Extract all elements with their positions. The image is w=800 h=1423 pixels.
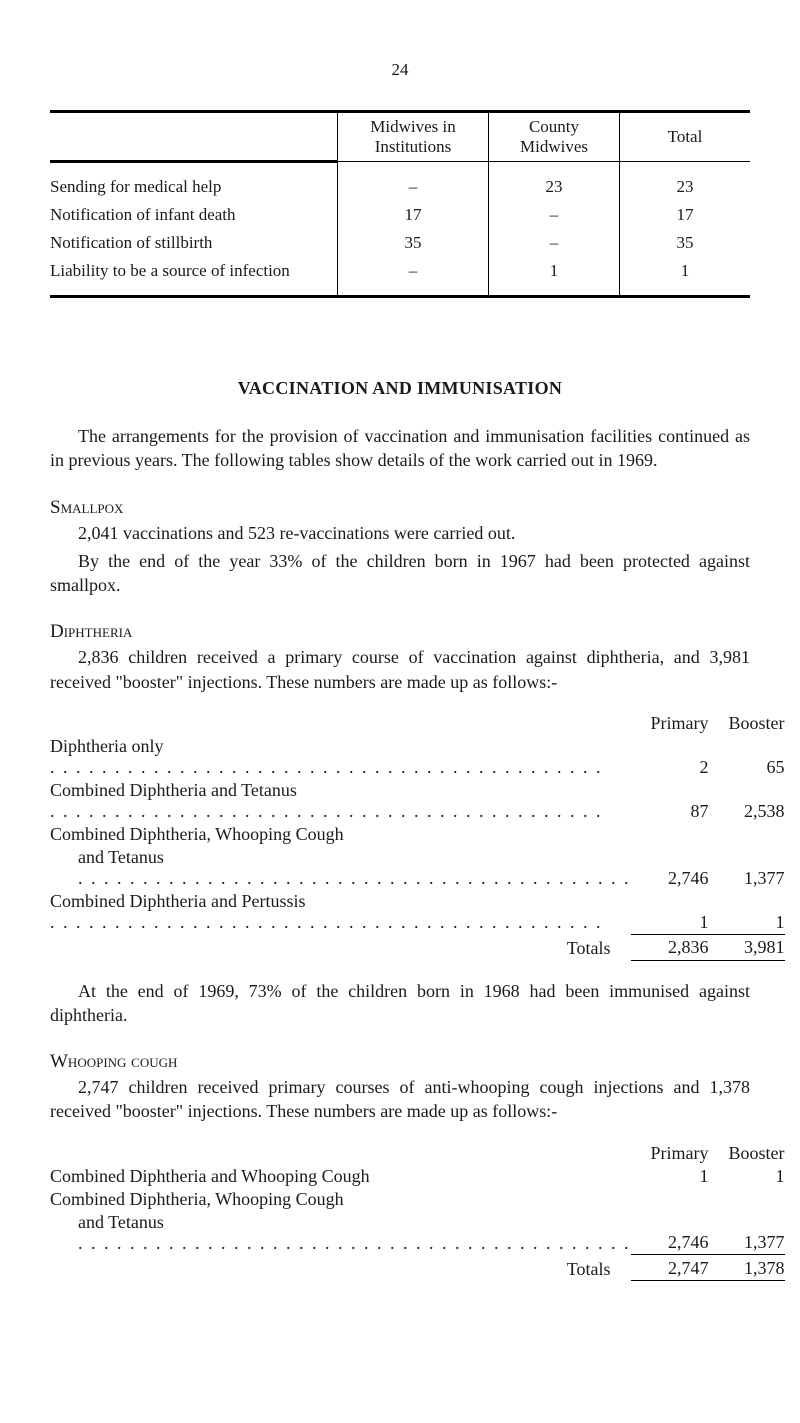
cell: 17 <box>620 201 751 229</box>
row-label: Combined Diphtheria and Whooping Cough <box>50 1166 370 1186</box>
col-primary: Primary <box>631 712 709 735</box>
cell: 1,377 <box>709 846 785 890</box>
diphtheria-intro: 2,836 children received a primary course… <box>50 645 750 694</box>
row-label: Liability to be a source of infection <box>50 257 338 297</box>
row-label: Notification of stillbirth <box>50 229 338 257</box>
table-row: Notification of infant death 17 – 17 <box>50 201 750 229</box>
cell: 65 <box>709 735 785 779</box>
cell: 1,377 <box>709 1211 785 1255</box>
cell: 1 <box>631 1165 709 1188</box>
row-label: Diphtheria only <box>50 736 163 756</box>
cell: 23 <box>489 162 620 202</box>
cell: 1 <box>489 257 620 297</box>
vaccination-heading: VACCINATION AND IMMUNISATION <box>50 378 750 399</box>
row-label: Combined Diphtheria and Pertussis <box>50 891 305 911</box>
cell: 87 <box>631 779 709 823</box>
midwives-table: Midwives in Institutions County Midwives… <box>50 110 750 298</box>
cell: 1 <box>620 257 751 297</box>
vaccination-intro: The arrangements for the provision of va… <box>50 424 750 473</box>
row-label: Combined Diphtheria and Tetanus <box>50 780 297 800</box>
smallpox-heading: Smallpox <box>50 497 750 519</box>
diphtheria-table: Primary Booster Diphtheria only 265 Combi… <box>50 712 785 961</box>
col-blank <box>50 112 338 162</box>
page-number: 24 <box>50 60 750 80</box>
diphtheria-closing: At the end of 1969, 73% of the children … <box>50 979 750 1028</box>
cell: 2,538 <box>709 779 785 823</box>
cell: 23 <box>620 162 751 202</box>
totals-label: Totals <box>50 1257 631 1281</box>
cell: 17 <box>338 201 489 229</box>
table-row: Sending for medical help – 23 23 <box>50 162 750 202</box>
whooping-table: Primary Booster Combined Diphtheria and … <box>50 1142 785 1283</box>
cell: 2,746 <box>631 1211 709 1255</box>
col-booster: Booster <box>709 1142 785 1165</box>
whooping-intro: 2,747 children received primary courses … <box>50 1075 750 1124</box>
cell: – <box>338 257 489 297</box>
cell: 2,746 <box>631 846 709 890</box>
whooping-heading: Whooping cough <box>50 1051 750 1073</box>
smallpox-p1: 2,041 vaccinations and 523 re-vaccinatio… <box>50 521 750 545</box>
totals-primary: 2,747 <box>631 1257 709 1281</box>
row-label: Sending for medical help <box>50 162 338 202</box>
col-institutions: Midwives in Institutions <box>338 112 489 162</box>
cell: 35 <box>338 229 489 257</box>
totals-booster: 1,378 <box>709 1257 785 1281</box>
cell: 2 <box>631 735 709 779</box>
totals-primary: 2,836 <box>631 934 709 960</box>
col-total: Total <box>620 112 751 162</box>
smallpox-p2: By the end of the year 33% of the childr… <box>50 549 750 598</box>
col-primary: Primary <box>631 1142 709 1165</box>
cell: 1 <box>631 890 709 934</box>
table-row: Liability to be a source of infection – … <box>50 257 750 297</box>
diphtheria-heading: Diphtheria <box>50 621 750 643</box>
cell: 1 <box>709 890 785 934</box>
cell: 35 <box>620 229 751 257</box>
row-label: Notification of infant death <box>50 201 338 229</box>
cell: 1 <box>709 1165 785 1188</box>
col-county: County Midwives <box>489 112 620 162</box>
cell: – <box>489 201 620 229</box>
row-label: and Tetanus <box>78 1212 164 1232</box>
row-label: Combined Diphtheria, Whooping Cough <box>50 1189 344 1209</box>
cell: – <box>489 229 620 257</box>
row-label: and Tetanus <box>78 847 164 867</box>
totals-label: Totals <box>50 934 631 960</box>
col-booster: Booster <box>709 712 785 735</box>
totals-booster: 3,981 <box>709 934 785 960</box>
row-label: Combined Diphtheria, Whooping Cough <box>50 824 344 844</box>
table-row: Notification of stillbirth 35 – 35 <box>50 229 750 257</box>
cell: – <box>338 162 489 202</box>
